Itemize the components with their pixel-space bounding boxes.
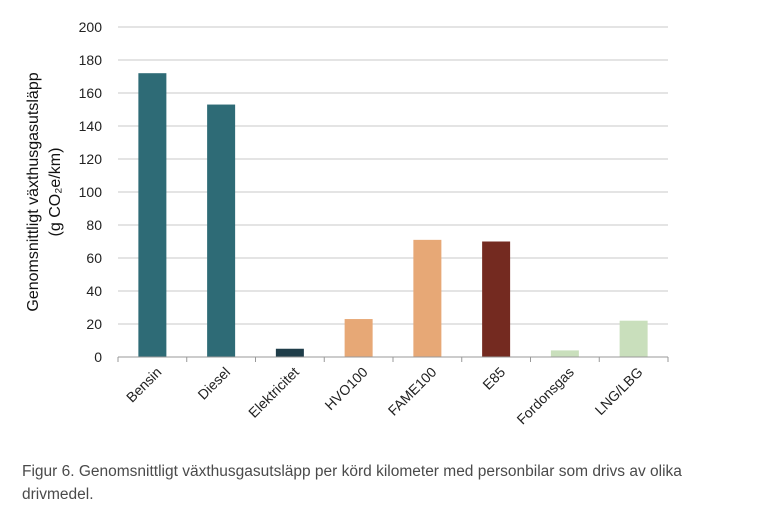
x-tick-label: Diesel bbox=[194, 364, 233, 403]
y-tick-label: 100 bbox=[79, 184, 103, 200]
x-tick-label: E85 bbox=[479, 364, 508, 393]
bar-hvo100 bbox=[344, 319, 373, 357]
x-axis-ticks: Bensin Diesel Elektricitet HVO100 FAME100 E85… bbox=[117, 357, 669, 428]
x-tick-label: Bensin bbox=[123, 364, 165, 406]
y-axis-ticks: 0 20 40 60 80 100 120 140 160 180 200 bbox=[79, 19, 103, 365]
x-tick-label: Fordonsgas bbox=[513, 364, 577, 428]
x-tick-label: LNG/LBG bbox=[592, 364, 646, 418]
bar-lng-lbg bbox=[619, 320, 648, 357]
bar-fame100 bbox=[413, 239, 442, 357]
y-axis-label-line1: Genomsnittligt växthusgasutsläpp bbox=[25, 72, 42, 311]
x-tick-label: Elektricitet bbox=[245, 364, 302, 421]
bar-bensin bbox=[138, 73, 167, 357]
y-tick-label: 20 bbox=[86, 316, 102, 332]
y-tick-label: 60 bbox=[86, 250, 102, 266]
x-tick-label: HVO100 bbox=[321, 364, 370, 413]
y-tick-label: 200 bbox=[79, 19, 103, 35]
y-tick-label: 140 bbox=[79, 118, 103, 134]
y-tick-label: 180 bbox=[79, 52, 103, 68]
gridlines bbox=[118, 26, 668, 325]
y-tick-label: 160 bbox=[79, 85, 103, 101]
bar-chart: 0 20 40 60 80 100 120 140 160 180 200 Bensin Diesel… bbox=[25, 19, 669, 428]
y-tick-label: 120 bbox=[79, 151, 103, 167]
y-tick-label: 0 bbox=[94, 349, 102, 365]
bars bbox=[138, 73, 648, 357]
y-axis-label-line2: (g CO₂e/km) bbox=[47, 148, 64, 237]
bar-fordonsgas bbox=[550, 350, 579, 357]
figure-caption: Figur 6. Genomsnittligt växthusgasutsläp… bbox=[22, 463, 682, 503]
bar-elektricitet bbox=[275, 348, 304, 357]
bar-e85 bbox=[482, 241, 511, 357]
y-tick-label: 80 bbox=[86, 217, 102, 233]
bar-diesel bbox=[207, 104, 236, 357]
y-tick-label: 40 bbox=[86, 283, 102, 299]
x-tick-label: FAME100 bbox=[385, 364, 440, 419]
